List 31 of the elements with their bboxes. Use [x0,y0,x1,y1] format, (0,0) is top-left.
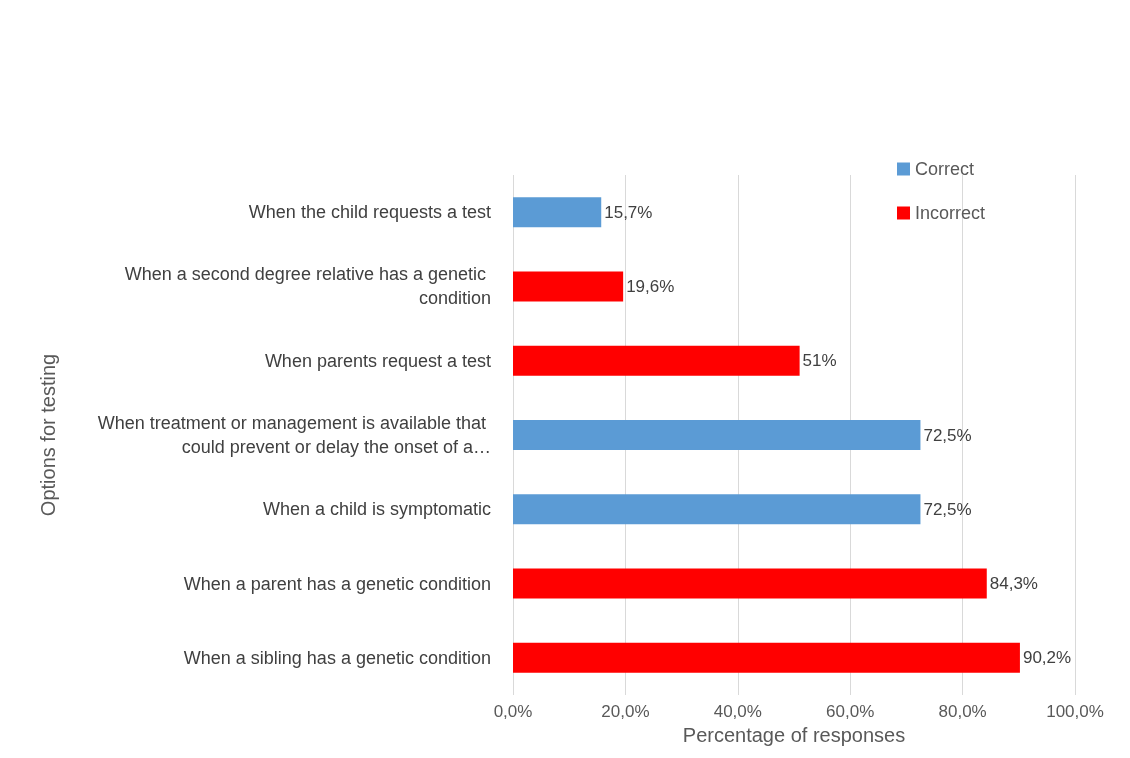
data-label: 90,2% [1022,648,1072,668]
y-tick-label: When parents request a test [264,350,491,371]
bar [513,345,800,376]
y-tick-label: When treatment or management is available that could prevent or delay the onset of a… [97,413,491,457]
bar [513,271,624,302]
data-label: 19,6% [626,276,675,296]
y-tick-label: When the child requests a test [248,202,491,223]
y-axis-title: Options for testing [37,353,59,517]
bar [513,568,987,599]
data-label: 15,7% [604,202,653,222]
legend-label: Correct [914,159,974,179]
bar [513,420,921,450]
x-tick-label: 60,0% [826,702,875,721]
x-tick-label: 40,0% [713,702,762,721]
y-tick-label: When a second degree relative has a genetic condition [124,264,491,309]
legend-label: Incorrect [914,203,986,223]
x-tick-label: 80,0% [938,702,987,721]
data-label: 51% [802,351,837,371]
data-label: 72,5% [923,499,972,519]
bar [513,494,921,525]
x-axis-title: Percentage of responses [682,723,906,746]
x-tick-label: 20,0% [601,702,650,721]
data-label: 84,3% [989,574,1038,594]
data-label: 72,5% [923,425,972,445]
x-tick-label: 100,0% [1046,702,1104,721]
x-tick-label: 0,0% [493,702,533,721]
y-tick-label: When a parent has a genetic condition [183,573,491,594]
y-tick-label: When a child is symptomatic [262,499,491,520]
bar [513,197,602,228]
bar [513,642,1020,673]
y-tick-label: When a sibling has a genetic condition [183,647,491,668]
